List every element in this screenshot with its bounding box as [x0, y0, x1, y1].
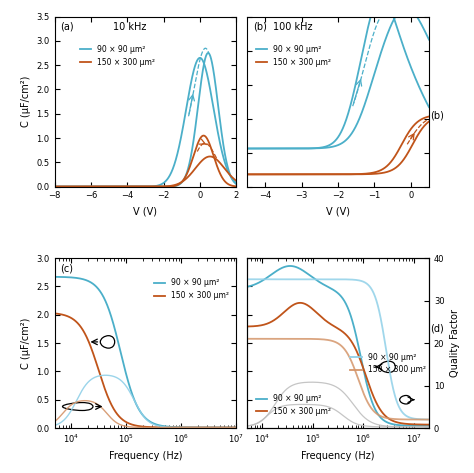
Text: (c): (c) [60, 263, 73, 273]
Y-axis label: C (μF/cm²): C (μF/cm²) [21, 76, 31, 127]
Legend: 90 × 90 μm², 150 × 300 μm²: 90 × 90 μm², 150 × 300 μm² [76, 42, 158, 70]
Text: 10 kHz: 10 kHz [113, 22, 146, 32]
Legend: 90 × 90 μm², 150 × 300 μm²: 90 × 90 μm², 150 × 300 μm² [253, 391, 335, 419]
Legend: 90 × 90 μm², 150 × 300 μm²: 90 × 90 μm², 150 × 300 μm² [151, 275, 232, 303]
Legend: 90 × 90 μm², 150 × 300 μm²: 90 × 90 μm², 150 × 300 μm² [347, 350, 429, 377]
Y-axis label: Quality Factor: Quality Factor [450, 309, 460, 377]
Text: (d): (d) [430, 323, 444, 333]
X-axis label: Frequency (Hz): Frequency (Hz) [109, 451, 182, 461]
Y-axis label: C (μF/cm²): C (μF/cm²) [21, 317, 31, 369]
Text: (b): (b) [253, 22, 266, 32]
Text: (b): (b) [430, 110, 444, 120]
Text: (a): (a) [60, 22, 73, 32]
Legend: 90 × 90 μm², 150 × 300 μm²: 90 × 90 μm², 150 × 300 μm² [253, 42, 335, 70]
X-axis label: Frequency (Hz): Frequency (Hz) [301, 451, 375, 461]
X-axis label: V (V): V (V) [133, 206, 157, 216]
X-axis label: V (V): V (V) [326, 206, 350, 216]
Text: 100 kHz: 100 kHz [273, 22, 312, 32]
